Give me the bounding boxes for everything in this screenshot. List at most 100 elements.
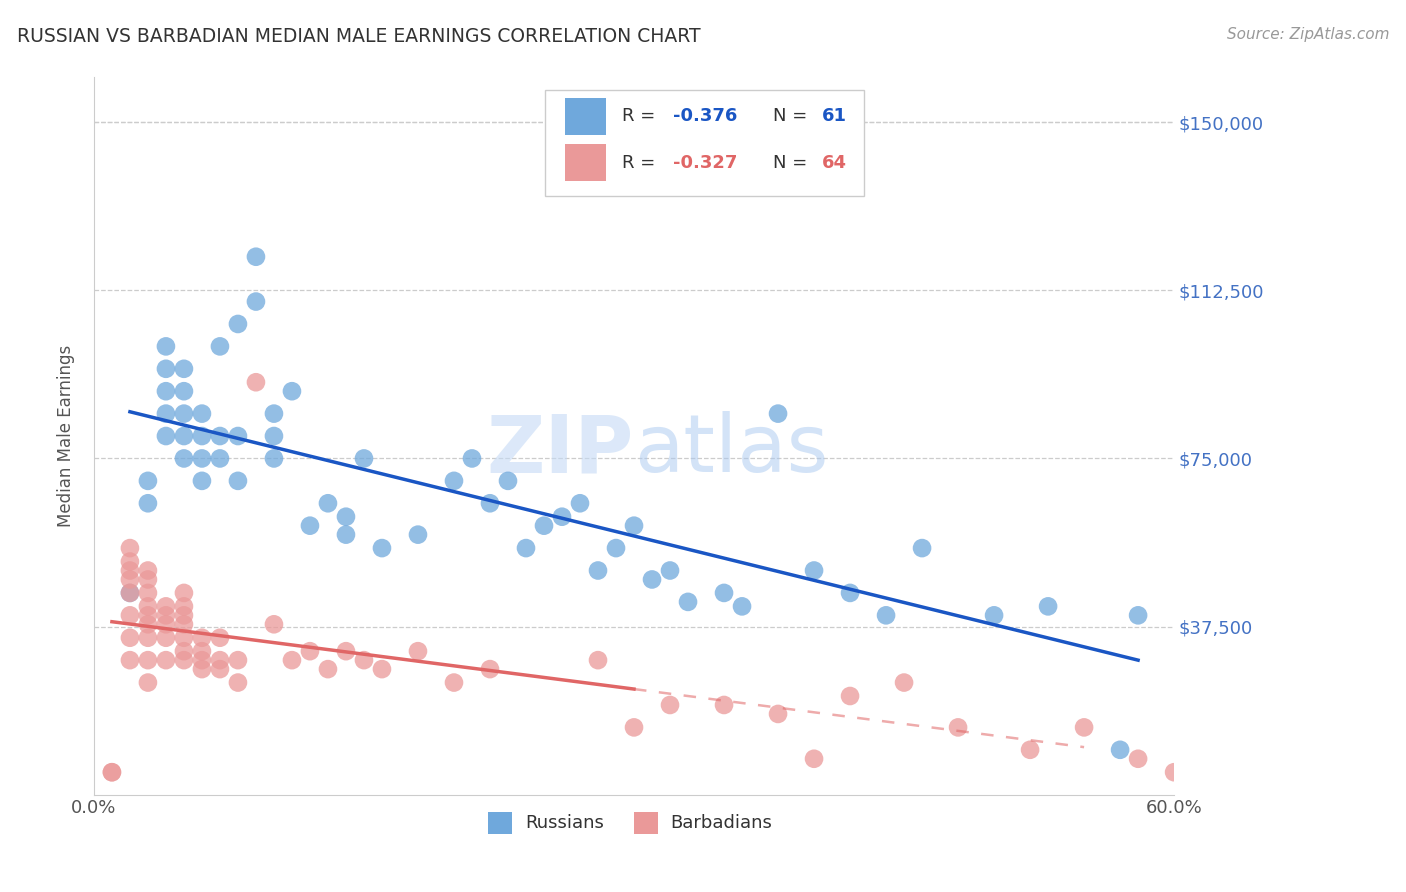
Point <box>479 662 502 676</box>
Point <box>443 474 465 488</box>
Point <box>245 294 267 309</box>
Point <box>1036 599 1059 614</box>
Text: 64: 64 <box>823 153 846 172</box>
Point <box>353 451 375 466</box>
Point <box>713 698 735 712</box>
Point <box>676 595 699 609</box>
Text: 61: 61 <box>823 107 846 125</box>
Text: R =: R = <box>621 153 661 172</box>
Point <box>118 586 141 600</box>
Point <box>136 496 159 510</box>
Point <box>155 599 177 614</box>
Point <box>263 407 285 421</box>
Text: atlas: atlas <box>634 411 828 490</box>
Y-axis label: Median Male Earnings: Median Male Earnings <box>58 345 75 527</box>
Point <box>1073 720 1095 734</box>
FancyBboxPatch shape <box>488 812 512 834</box>
Point <box>406 527 429 541</box>
Point <box>461 451 484 466</box>
Point <box>118 653 141 667</box>
Point <box>136 586 159 600</box>
Point <box>118 541 141 555</box>
Point <box>136 474 159 488</box>
Point <box>226 653 249 667</box>
Point <box>155 631 177 645</box>
Point <box>208 662 231 676</box>
Point <box>298 518 321 533</box>
Point <box>136 573 159 587</box>
Point <box>1163 765 1185 780</box>
Point <box>245 250 267 264</box>
Point <box>191 429 214 443</box>
FancyBboxPatch shape <box>634 812 658 834</box>
Point <box>208 429 231 443</box>
Point <box>713 586 735 600</box>
Point <box>191 653 214 667</box>
Point <box>281 653 304 667</box>
Point <box>335 644 357 658</box>
Point <box>335 527 357 541</box>
Point <box>191 474 214 488</box>
Point <box>406 644 429 658</box>
Point <box>173 586 195 600</box>
Point <box>983 608 1005 623</box>
Point <box>263 429 285 443</box>
Point <box>173 599 195 614</box>
Point <box>173 644 195 658</box>
Point <box>316 662 339 676</box>
Point <box>136 653 159 667</box>
Point <box>173 361 195 376</box>
Point <box>766 407 789 421</box>
Point <box>586 653 609 667</box>
Point <box>208 339 231 353</box>
Point <box>1126 608 1149 623</box>
Text: ZIP: ZIP <box>486 411 634 490</box>
Point <box>245 376 267 390</box>
Text: R =: R = <box>621 107 661 125</box>
Point <box>586 564 609 578</box>
Text: N =: N = <box>773 153 813 172</box>
Text: -0.327: -0.327 <box>673 153 737 172</box>
Point <box>893 675 915 690</box>
Point <box>118 608 141 623</box>
Point <box>353 653 375 667</box>
Point <box>173 451 195 466</box>
Point <box>263 451 285 466</box>
Point <box>173 617 195 632</box>
FancyBboxPatch shape <box>546 89 865 195</box>
Point <box>208 653 231 667</box>
Point <box>569 496 592 510</box>
Point <box>101 765 124 780</box>
Point <box>155 384 177 399</box>
Point <box>136 675 159 690</box>
Point <box>118 564 141 578</box>
Point <box>443 675 465 690</box>
Point <box>911 541 934 555</box>
Point <box>155 407 177 421</box>
Point <box>191 451 214 466</box>
Text: N =: N = <box>773 107 813 125</box>
Point <box>173 384 195 399</box>
Point <box>659 698 682 712</box>
Point <box>136 608 159 623</box>
Point <box>533 518 555 533</box>
Point <box>371 662 394 676</box>
Text: Russians: Russians <box>524 814 603 832</box>
Point <box>641 573 664 587</box>
Point <box>659 564 682 578</box>
Point <box>226 474 249 488</box>
Point <box>623 720 645 734</box>
Text: -0.376: -0.376 <box>673 107 737 125</box>
Point <box>208 451 231 466</box>
FancyBboxPatch shape <box>565 145 606 181</box>
Point <box>118 573 141 587</box>
Point <box>263 617 285 632</box>
Point <box>155 339 177 353</box>
Point <box>335 509 357 524</box>
Point <box>136 617 159 632</box>
Point <box>226 675 249 690</box>
Point <box>101 765 124 780</box>
Text: RUSSIAN VS BARBADIAN MEDIAN MALE EARNINGS CORRELATION CHART: RUSSIAN VS BARBADIAN MEDIAN MALE EARNING… <box>17 27 700 45</box>
Point <box>191 631 214 645</box>
Point <box>155 429 177 443</box>
